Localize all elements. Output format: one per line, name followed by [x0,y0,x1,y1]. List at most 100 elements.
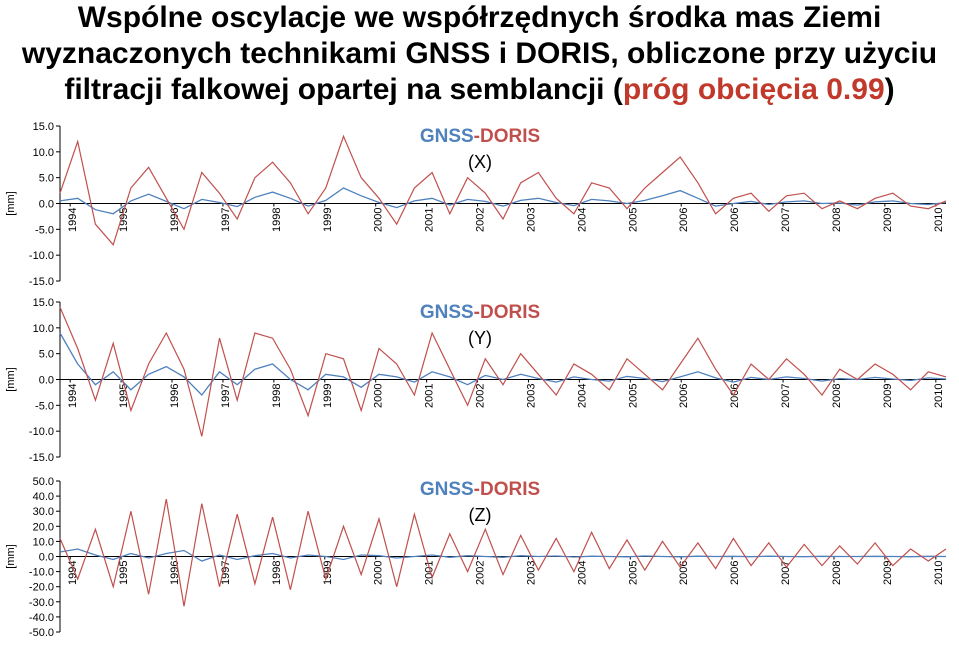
y-tick-label-y: 5.0 [39,349,54,361]
x-tick-label-z: 1998 [271,561,283,585]
x-tick-label-y: 1995 [118,384,130,408]
x-tick-label-x: 2009 [882,208,894,232]
y-tick-label-z: -10.0 [29,567,54,579]
x-tick-label-y: 2009 [882,384,894,408]
legend-y: GNSS-DORIS [420,302,540,323]
x-tick-label-x: 2000 [373,208,385,232]
series-doris-z [59,498,947,607]
x-tick-label-x: 2007 [780,208,792,232]
series-gnss-z [59,548,947,562]
title-line-3-prefix: filtracji falkowej opartej na semblancji… [64,73,623,106]
chart-title: Wspólne oscylacje we współrzędnych środk… [0,0,959,108]
x-tick-label-y: 2003 [525,384,537,408]
y-tick-label-y: -5.0 [35,400,54,412]
title-line-2: wyznaczonych technikami GNSS i DORIS, ob… [21,37,938,70]
x-tick-label-z: 2007 [780,561,792,585]
legend-gnss-x: GNSS [420,126,474,147]
y-tick-label-x: 15.0 [33,121,54,133]
x-tick-label-z: 1994 [67,561,79,585]
y-tick-label-y: 0.0 [39,375,54,387]
y-axis-label-z: [mm] [5,544,17,568]
x-tick-label-x: 2006 [729,208,741,232]
y-tick-label-y: 10.0 [33,323,54,335]
x-tick-label-z: 2006 [678,561,690,585]
y-tick-label-x: -15.0 [29,276,54,288]
series-gnss-y [59,332,947,396]
y-tick-label-x: 5.0 [39,173,54,185]
x-tick-label-x: 1994 [67,208,79,232]
x-tick-label-x: 2004 [576,208,588,232]
legend-gnss-y: GNSS [420,302,474,323]
x-tick-label-z: 2008 [831,561,843,585]
x-tick-label-z: 1996 [169,561,181,585]
title-line-1: Wspólne oscylacje we współrzędnych środk… [77,1,882,34]
legend-doris-z: DORIS [480,479,540,500]
x-tick-label-y: 2008 [831,384,843,408]
y-tick-label-x: -5.0 [35,224,54,236]
x-tick-label-z: 2006 [729,561,741,585]
x-tick-label-x: 1999 [322,208,334,232]
x-tick-label-z: 2004 [576,561,588,585]
title-line-3-suffix: ) [884,73,895,106]
legend-sep-y: - [474,302,480,323]
legend-doris-y: DORIS [480,302,540,323]
title-line-3: filtracji falkowej opartej na semblancji… [0,72,959,108]
y-tick-label-y: 15.0 [33,297,54,309]
y-tick-label-z: -30.0 [29,597,54,609]
y-tick-label-z: 30.0 [33,506,54,518]
x-tick-label-y: 1996 [169,384,181,408]
x-tick-label-x: 2010 [933,208,945,232]
x-tick-label-z: 2009 [882,561,894,585]
y-tick-label-z: -20.0 [29,582,54,594]
legend-sep-z: - [474,479,480,500]
x-tick-label-y: 2006 [678,384,690,408]
legend-component-y: (Y) [468,328,492,348]
title-line-3-accent: próg obcięcia 0.99 [622,73,885,106]
x-tick-label-y: 2004 [576,384,588,408]
x-tick-label-x: 2006 [678,208,690,232]
x-tick-label-z: 2003 [525,561,537,585]
y-tick-label-z: 40.0 [33,491,54,503]
legend-component-z: (Z) [469,505,492,525]
series-doris-x [59,134,947,247]
x-tick-label-y: 2006 [729,384,741,408]
x-tick-label-y: 1994 [67,384,79,408]
y-tick-label-x: 0.0 [39,199,54,211]
x-tick-label-z: 2005 [627,561,639,585]
y-axis-label-y: [mm] [5,367,17,391]
x-tick-label-x: 1995 [118,208,130,232]
y-tick-label-z: 0.0 [39,552,54,564]
legend-sep-x: - [474,126,480,147]
y-tick-label-z: -40.0 [29,612,54,624]
y-tick-label-z: 20.0 [33,521,54,533]
x-tick-label-x: 1996 [169,208,181,232]
y-tick-label-x: -10.0 [29,250,54,262]
legend-doris-x: DORIS [480,126,540,147]
x-tick-label-z: 2010 [933,561,945,585]
x-tick-label-x: 1997 [220,208,232,232]
y-tick-label-z: -50.0 [29,627,54,639]
x-tick-label-y: 2005 [627,384,639,408]
legend-gnss-z: GNSS [420,479,474,500]
x-tick-label-z: 1997 [220,561,232,585]
x-tick-label-z: 1995 [118,561,130,585]
x-tick-label-y: 2007 [780,384,792,408]
x-tick-label-z: 2001 [424,561,436,585]
x-tick-label-z: 2000 [373,561,385,585]
legend-x: GNSS-DORIS [420,126,540,147]
x-tick-label-x: 2001 [424,208,436,232]
x-tick-label-x: 2005 [627,208,639,232]
x-tick-label-y: 1998 [271,384,283,408]
x-tick-label-x: 2002 [475,208,487,232]
y-tick-label-y: -15.0 [29,452,54,464]
x-tick-label-x: 2008 [831,208,843,232]
x-tick-label-y: 2001 [424,384,436,408]
series-gnss-x [59,187,947,215]
y-tick-label-z: 50.0 [33,476,54,488]
x-tick-label-y: 1997 [220,384,232,408]
x-tick-label-x: 1998 [271,208,283,232]
x-tick-label-z: 2002 [475,561,487,585]
x-tick-label-y: 2002 [475,384,487,408]
series-doris-y [59,306,947,437]
